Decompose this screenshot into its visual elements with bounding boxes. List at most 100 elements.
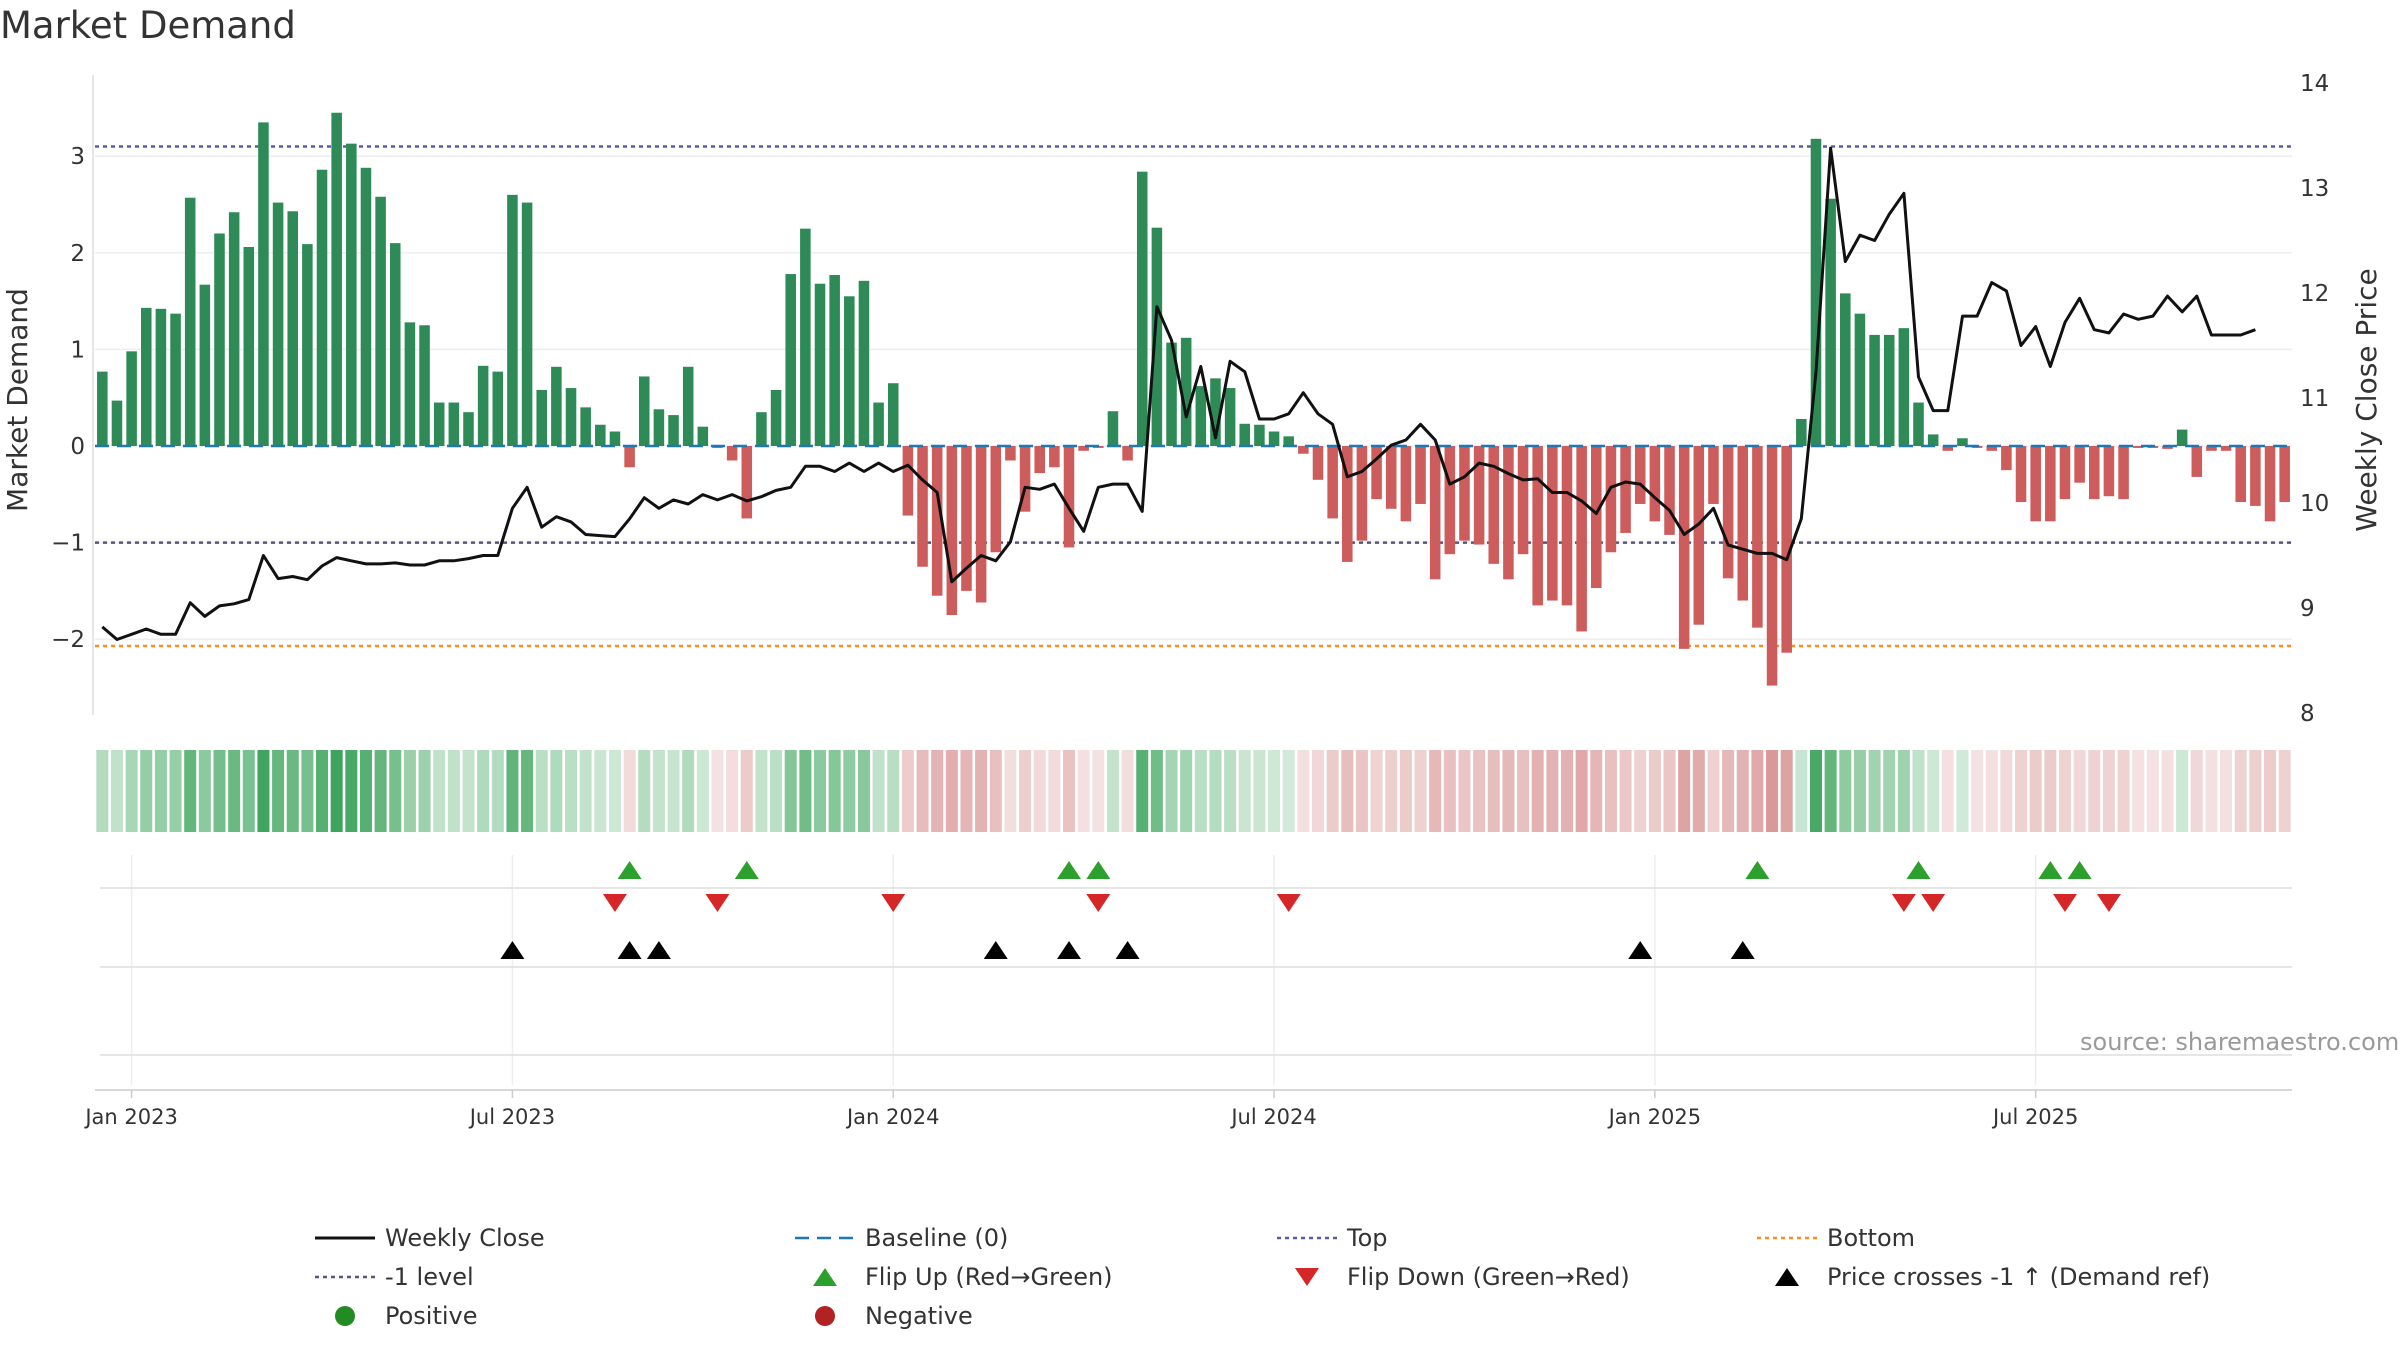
heat-cell (521, 750, 534, 832)
heat-cell (1560, 750, 1573, 832)
demand-bar (170, 313, 181, 446)
demand-bar (1869, 334, 1880, 446)
heat-cell (242, 750, 255, 832)
flip-down-marker (1891, 894, 1916, 912)
x-tick-label: Jan 2025 (1607, 1105, 1702, 1129)
heat-cell (2190, 750, 2203, 832)
flip-down-marker (2096, 894, 2121, 912)
demand-bar (433, 402, 445, 446)
y-tick-label-left: 0 (70, 434, 85, 460)
heat-cell (1707, 750, 1720, 832)
demand-bar (624, 446, 635, 468)
legend-label: Flip Down (Green→Red) (1347, 1263, 1630, 1291)
heat-cell (2146, 750, 2159, 832)
heat-cell (1048, 750, 1061, 832)
x-tick-label: Jan 2023 (83, 1105, 178, 1129)
heat-cell (755, 750, 768, 832)
demand-bar (404, 322, 416, 446)
heat-cell (1868, 750, 1881, 832)
heat-cell (1956, 750, 1969, 832)
demand-bar (272, 202, 284, 446)
heat-cell (945, 750, 958, 832)
demand-bar (521, 202, 533, 446)
heat-cell (1062, 750, 1076, 832)
heat-cell (535, 750, 548, 832)
heat-cell (316, 750, 329, 832)
demand-bar (931, 446, 943, 596)
demand-bar (565, 388, 577, 446)
demand-bar (1122, 446, 1133, 461)
demand-bar (2250, 446, 2261, 506)
demand-bar (2030, 446, 2041, 522)
demand-bar (829, 275, 840, 446)
demand-bar (580, 407, 591, 446)
heat-cell (257, 750, 270, 832)
heat-cell (872, 750, 885, 832)
legend-label: Bottom (1827, 1224, 1915, 1252)
y-tick-label-left: −2 (51, 627, 85, 653)
heat-cell (2205, 750, 2218, 832)
demand-bar (1942, 446, 1954, 451)
heat-cell (1194, 750, 1207, 832)
heat-cell (1473, 750, 1486, 832)
heat-cell (770, 750, 783, 832)
heat-cell (1795, 750, 1808, 832)
heat-cell (608, 750, 621, 832)
heat-cell (1517, 750, 1530, 832)
heat-cell (418, 750, 431, 832)
demand-bar (756, 412, 767, 446)
y-tick-label-right: 10 (2300, 491, 2329, 517)
demand-bar (975, 446, 987, 603)
legend-label: -1 level (385, 1263, 474, 1291)
demand-bar (609, 431, 621, 446)
demand-bar (1268, 431, 1280, 446)
demand-bar (302, 244, 313, 446)
heat-cell (1985, 750, 1998, 832)
flip-up-marker (2038, 861, 2063, 879)
y-tick-label-right: 11 (2300, 386, 2329, 412)
heat-cell (2234, 750, 2247, 832)
heat-cell (814, 750, 827, 832)
legend-label: Weekly Close (385, 1224, 545, 1252)
flip-down-marker (881, 894, 906, 912)
demand-bar (389, 243, 401, 446)
demand-bar (2118, 446, 2129, 500)
heat-cell (565, 750, 578, 832)
heat-cell (1209, 750, 1222, 832)
heat-cell (228, 750, 241, 832)
flip-down-marker (1276, 894, 1301, 912)
demand-bar (2206, 446, 2217, 451)
heat-cell (1722, 750, 1735, 832)
heat-cell (374, 750, 387, 832)
heat-cell (901, 750, 914, 832)
heat-cell (1575, 750, 1588, 832)
heat-cell (1780, 750, 1793, 832)
heat-cell (1077, 750, 1090, 832)
demand-bar (1415, 446, 1426, 504)
heat-cell (1487, 750, 1500, 832)
heat-cell (1399, 750, 1412, 832)
heat-cell (1809, 750, 1822, 832)
price-cross-marker (1115, 941, 1140, 959)
heat-cell (2249, 750, 2262, 832)
demand-bar (1254, 424, 1265, 446)
demand-bar (1239, 423, 1251, 446)
demand-bar (199, 284, 211, 446)
x-tick-label: Jul 2023 (468, 1105, 555, 1129)
demand-bar (536, 389, 547, 446)
heat-cell (857, 750, 870, 832)
heat-cell (1927, 750, 1940, 832)
heat-cell (272, 750, 285, 832)
heat-cell (2132, 750, 2145, 832)
demand-bar (1576, 446, 1587, 632)
demand-bar (448, 402, 460, 446)
demand-bar (2264, 446, 2276, 522)
price-cross-marker (1057, 941, 1082, 959)
heat-cell (1853, 750, 1866, 832)
heat-cell (1297, 750, 1310, 832)
heat-cell (184, 750, 197, 832)
legend-label: Negative (865, 1302, 973, 1330)
heat-cell (1121, 750, 1134, 832)
